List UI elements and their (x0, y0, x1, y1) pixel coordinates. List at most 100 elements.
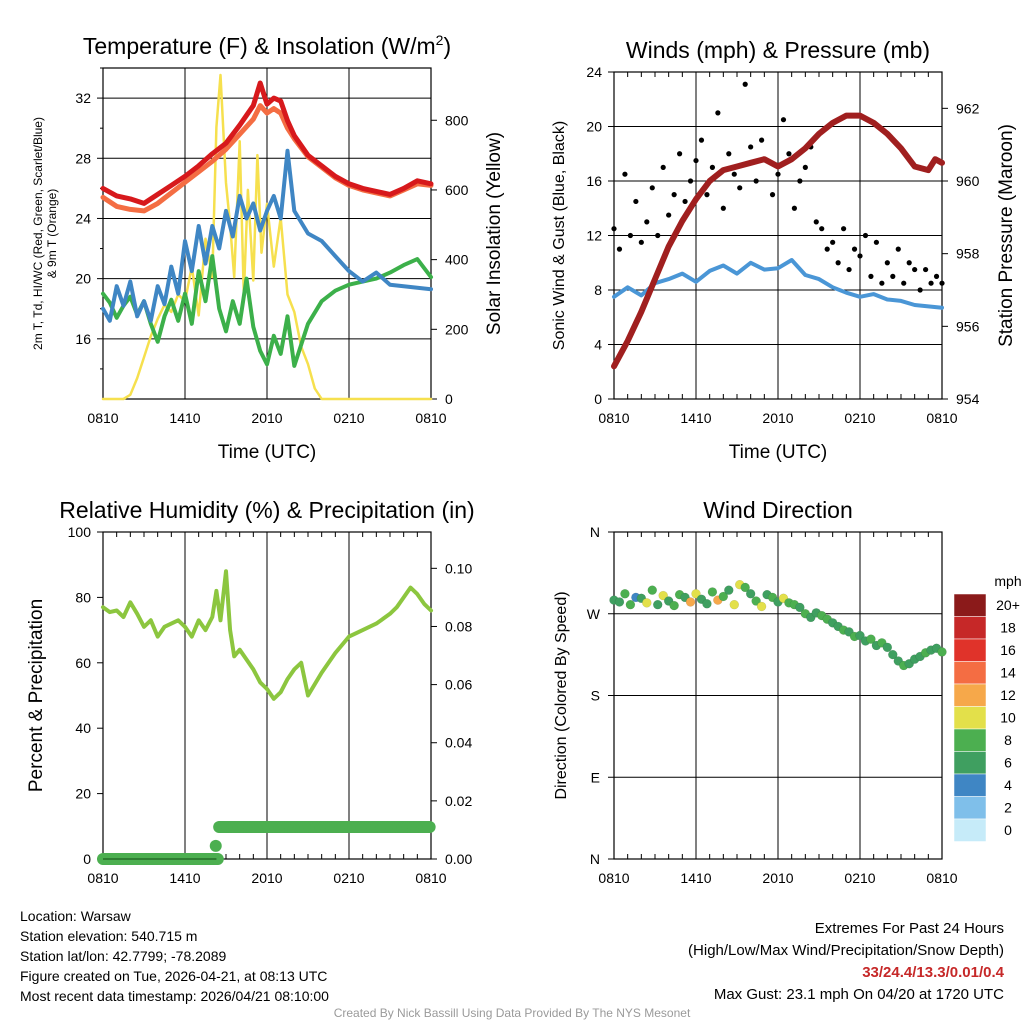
y-tick-label: 40 (75, 720, 91, 736)
y-tick-label: 0 (83, 851, 91, 867)
plot-frame (102, 67, 432, 400)
direction-point (756, 601, 767, 612)
dewpoint-line (101, 148, 433, 323)
y2-tick-label: 958 (956, 246, 980, 262)
gust-point (901, 280, 907, 286)
direction-point (669, 600, 679, 611)
y-tick-label: 12 (586, 228, 602, 244)
direction-point (614, 597, 625, 607)
y-tick-label: 20 (75, 786, 91, 802)
gust-point (627, 232, 634, 239)
colorbar-swatch (953, 751, 987, 775)
credit-text: Created By Nick Bassill Using Data Provi… (333, 1006, 691, 1020)
gust-point (649, 185, 655, 191)
x-tick-label: 0210 (333, 410, 364, 426)
gust-point (819, 226, 825, 232)
y2-tick-label: 200 (445, 321, 469, 337)
panel-title: Temperature (F) & Insolation (W/m2) (83, 32, 451, 59)
gust-point (677, 151, 683, 157)
colorbar-swatch (953, 593, 987, 617)
gust-point (912, 266, 918, 273)
x-tick-label: 1410 (169, 870, 200, 886)
gust-point (873, 239, 880, 245)
y-tick-label: 20 (75, 271, 91, 287)
gust-point (813, 219, 819, 225)
gust-point (933, 273, 940, 279)
gust-point (890, 273, 896, 279)
gust-point (786, 151, 792, 157)
y2-tick-label: 0.04 (445, 735, 472, 751)
gust-point (687, 178, 694, 184)
gust-point (841, 226, 847, 232)
gust-point (917, 287, 923, 293)
gust-point (616, 246, 623, 252)
direction-point (658, 590, 668, 601)
direction-point (691, 589, 701, 599)
y2-tick-label: 0.10 (445, 560, 472, 576)
direction-point (888, 649, 898, 660)
y-tick-label: 24 (586, 64, 602, 80)
y-tick-label: 24 (75, 210, 91, 226)
y-tick-label: N (590, 851, 600, 867)
colorbar-title: mph (994, 573, 1021, 589)
gust-point (611, 226, 617, 232)
max-gust-text: Max Gust: 23.1 mph On 04/20 at 1720 UTC (713, 986, 1004, 1003)
direction-point (745, 589, 756, 599)
direction-point (620, 589, 630, 599)
gust-point (895, 246, 901, 252)
y2-tick-label: 960 (956, 173, 980, 189)
panel-title: Relative Humidity (%) & Precipitation (i… (59, 497, 474, 523)
direction-point (724, 585, 734, 595)
gust-point (802, 164, 808, 170)
colorbar-label: 16 (1000, 642, 1016, 658)
x-axis-title: Time (UTC) (729, 442, 828, 463)
title-part: Temperature (F) & Insolation (W/m (83, 33, 436, 59)
direction-point (855, 630, 865, 641)
insolation-line (101, 73, 433, 401)
y2-tick-label: 0.08 (445, 618, 472, 634)
colorbar-label: 0 (1004, 822, 1012, 838)
gust-point (748, 144, 754, 150)
x-tick-label: 0810 (87, 410, 118, 426)
panel-title: Winds (mph) & Pressure (mb) (626, 37, 930, 63)
x-tick-label: 0810 (415, 410, 446, 426)
x-tick-label: 0210 (844, 410, 875, 426)
temperature-panel: Temperature (F) & Insolation (W/m2) 0810 1… (31, 32, 505, 463)
y-tick-label: S (591, 688, 600, 704)
x-tick-label: 0810 (926, 410, 957, 426)
y2-tick-label: 800 (445, 112, 469, 128)
gust-point (622, 171, 628, 177)
station-info: Location: Warsaw Station elevation: 540.… (20, 906, 329, 1006)
latlon-text: Station lat/lon: 42.7799; -78.2089 (20, 948, 227, 964)
direction-point (866, 634, 876, 644)
gust-point (884, 260, 890, 266)
y-tick-label: 28 (75, 150, 91, 166)
gust-point (759, 137, 765, 143)
x-tick-label: 2010 (251, 410, 282, 426)
y-tick-label: 0 (594, 391, 602, 407)
colorbar-label: 18 (1000, 620, 1016, 636)
precip-point (209, 839, 222, 852)
y2-axis-title: Solar Insolation (Yellow) (484, 132, 505, 335)
direction-point (642, 598, 652, 608)
x-tick-label: 2010 (762, 410, 793, 426)
sonic-wind-line (612, 258, 944, 310)
y-tick-label: 4 (594, 337, 602, 353)
x-tick-label: 2010 (762, 870, 793, 886)
gust-point (720, 205, 726, 211)
y-tick-label: 100 (68, 524, 92, 540)
gust-point (851, 246, 858, 252)
x-tick-label: 0810 (415, 870, 446, 886)
x-tick-label: 1410 (680, 410, 711, 426)
y-tick-label: 16 (586, 173, 602, 189)
gust-point (671, 192, 677, 198)
gust-point (709, 164, 716, 170)
colorbar-label: 2 (1004, 800, 1012, 816)
y-tick-label: 80 (75, 589, 91, 605)
colorbar-swatch (953, 728, 987, 752)
x-tick-label: 0810 (87, 870, 118, 886)
colorbar-swatch (953, 638, 987, 662)
x-tick-label: 2010 (251, 870, 282, 886)
direction-point (647, 585, 658, 595)
